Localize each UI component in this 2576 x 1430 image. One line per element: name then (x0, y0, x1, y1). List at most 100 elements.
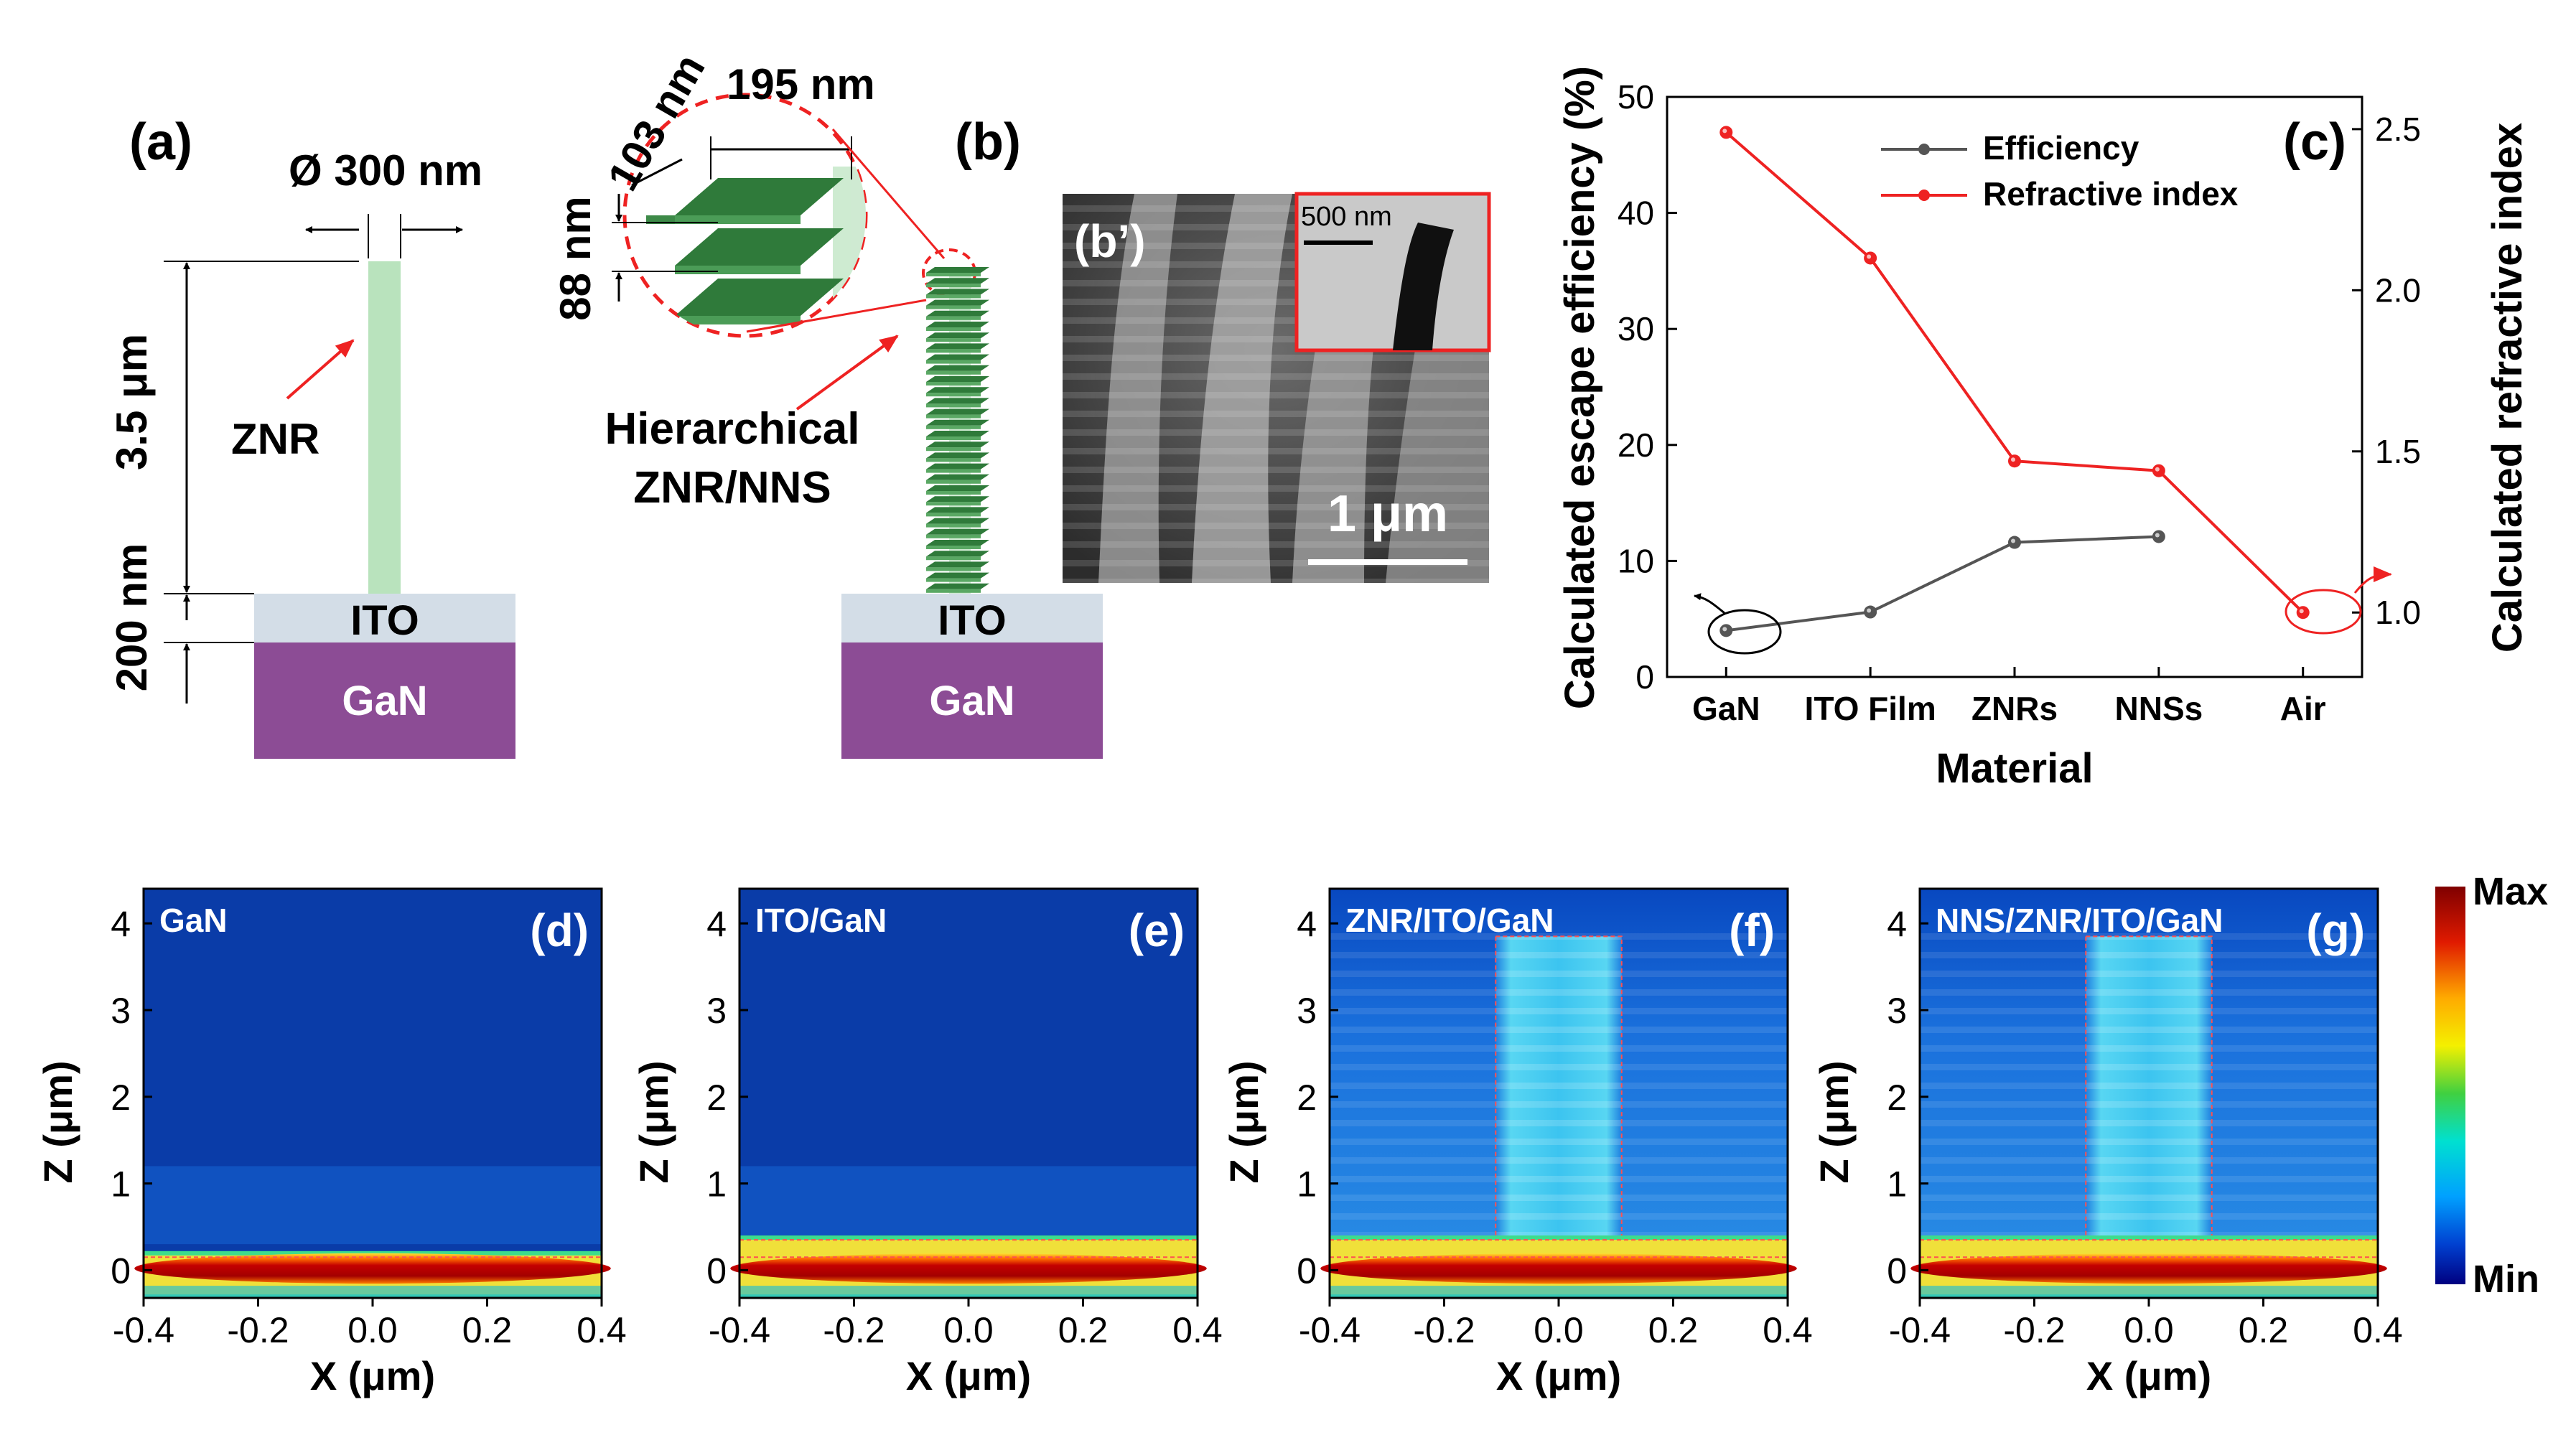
y2-tick-label: 1.0 (2375, 594, 2421, 631)
x-tick-label: -0.4 (113, 1310, 174, 1350)
z-axis-title: Z (μm) (1811, 1060, 1857, 1183)
colorbar-max-label: Max (2473, 870, 2548, 913)
nanosheet (926, 387, 989, 393)
ito-layer-b (841, 594, 1103, 642)
nanosheet (926, 518, 989, 524)
hot-spot (730, 1253, 1207, 1284)
gan-label-b: GaN (929, 678, 1014, 724)
z-tick-label: 4 (111, 904, 131, 944)
series-line-0 (1726, 535, 2159, 632)
nanosheet (926, 322, 989, 327)
nanosheet (926, 452, 989, 459)
znr-rod (368, 261, 401, 594)
nanosheet (926, 278, 989, 284)
field-map-panel: ZNR/ITO/GaN (f) 0 1 2 3 4 -0.4 -0.2 0.0 0.2 0.4 X (μ… (1221, 887, 1813, 1398)
x-tick-label: 0.2 (1648, 1310, 1699, 1350)
field-map-label: (f) (1729, 905, 1775, 956)
x-axis-title: X (μm) (2086, 1353, 2211, 1398)
z-tick-label: 1 (111, 1164, 131, 1205)
rod-diameter-label: Ø 300 nm (289, 146, 482, 195)
z-tick-label: 1 (1297, 1164, 1317, 1205)
legend-efficiency: Efficiency (1983, 129, 2139, 167)
hot-spot (1320, 1253, 1797, 1284)
gan-layer-b (841, 642, 1103, 759)
x-axis-title: X (μm) (310, 1353, 435, 1398)
z-tick-label: 4 (1887, 904, 1907, 944)
y-tick-label: 10 (1618, 542, 1654, 579)
colorbar: Max Min (2435, 870, 2548, 1301)
x-tick-label: -0.4 (1889, 1310, 1951, 1350)
field-map-panel: ITO/GaN (e) 0 1 2 3 4 -0.4 -0.2 0.0 0.2 0.4 X (μm) Z … (631, 887, 1223, 1398)
panel-a-schematic: (a) Ø 300 nm ITO GaN 3.5 μm 200 nm ZNR (108, 113, 515, 759)
air-index-highlight (2285, 589, 2362, 635)
x-tick-label: 0.0 (347, 1310, 398, 1350)
hierarchical-label: Hierarchical (605, 404, 860, 454)
field-maps: GaN (d) 0 1 2 3 4 -0.4 -0.2 0.0 0.2 0.4 X (μm) Z (μm)… (35, 887, 2403, 1398)
nanosheet (926, 540, 989, 546)
nanosheet (926, 289, 989, 295)
field-map-title: NNS/ZNR/ITO/GaN (1936, 902, 2223, 939)
field-map-label: (e) (1129, 905, 1185, 956)
x-tick-label: -0.4 (1299, 1310, 1361, 1350)
x-tick-label: 0.2 (2239, 1310, 2289, 1350)
x-tick-label: 0.4 (1172, 1310, 1223, 1350)
znr-pointer-arrow (286, 339, 355, 400)
panel-b-label: (b) (955, 113, 1021, 171)
rod-height-label: 3.5 μm (108, 334, 156, 470)
z-tick-label: 0 (111, 1251, 131, 1291)
x-tick-label: 0.2 (462, 1310, 513, 1350)
sem-scale-label: 1 μm (1327, 485, 1448, 543)
inset-scale-label: 500 nm (1301, 202, 1392, 232)
z-tick-label: 3 (1297, 991, 1317, 1031)
nanosheet (926, 507, 989, 513)
x-tick-label: -0.2 (1413, 1310, 1475, 1350)
x-tick-label: 0.2 (1058, 1310, 1109, 1350)
panel-c-label: (c) (2283, 113, 2346, 171)
field-map-panel: GaN (d) 0 1 2 3 4 -0.4 -0.2 0.0 0.2 0.4 X (μm) Z (μm) (35, 887, 627, 1398)
nanosheet (926, 485, 989, 491)
x-tick-label: 0.4 (2353, 1310, 2403, 1350)
x-tick-label: NNSs (2115, 690, 2203, 727)
gan-efficiency-highlight (1707, 609, 1782, 655)
chart-y-axis-title: Calculated escape efficiency (%) (1557, 66, 1603, 709)
z-axis-title: Z (μm) (35, 1060, 80, 1183)
z-axis-title: Z (μm) (1221, 1060, 1266, 1183)
z-tick-label: 1 (1887, 1164, 1907, 1205)
z-tick-label: 4 (1297, 904, 1317, 944)
z-tick-label: 3 (706, 991, 727, 1031)
z-tick-label: 4 (706, 904, 727, 944)
y2-tick-label: 2.0 (2375, 271, 2421, 309)
x-axis-title: X (μm) (906, 1353, 1031, 1398)
x-tick-label: -0.4 (709, 1310, 770, 1350)
x-tick-label: GaN (1692, 690, 1760, 727)
nanosheet (926, 267, 989, 273)
field-map-label: (d) (530, 905, 589, 956)
chart-y2-axis-title: Calculated refractive index (2484, 123, 2531, 653)
z-axis-title: Z (μm) (631, 1060, 676, 1183)
nanosheet (926, 431, 989, 436)
colorbar-min-label: Min (2473, 1258, 2539, 1301)
znr-nns-label: ZNR/NNS (633, 463, 831, 513)
nanosheet (926, 528, 989, 535)
y2-tick-label: 1.5 (2375, 433, 2421, 470)
x-tick-label: Air (2280, 690, 2326, 727)
z-tick-label: 3 (1887, 991, 1907, 1031)
hot-spot (1910, 1253, 2387, 1284)
z-tick-label: 2 (706, 1078, 727, 1118)
legend-refractive-index: Refractive index (1983, 175, 2239, 212)
x-tick-label: -0.2 (823, 1310, 885, 1350)
z-tick-label: 2 (1297, 1078, 1317, 1118)
field-map-label: (g) (2306, 905, 2365, 956)
ito-label-b: ITO (938, 597, 1007, 644)
x-tick-label: ITO Film (1805, 690, 1936, 727)
panel-b-prime-label: (b’) (1074, 215, 1146, 267)
nanosheet (926, 561, 989, 568)
x-tick-label: 0.4 (1763, 1310, 1813, 1350)
z-tick-label: 0 (1887, 1251, 1907, 1291)
chart-legend: Efficiency Refractive index (1881, 129, 2239, 212)
znr-label: ZNR (231, 415, 319, 463)
nanosheet (926, 354, 989, 360)
chart-series (1719, 126, 2310, 637)
x-tick-label: 0.0 (1534, 1310, 1584, 1350)
